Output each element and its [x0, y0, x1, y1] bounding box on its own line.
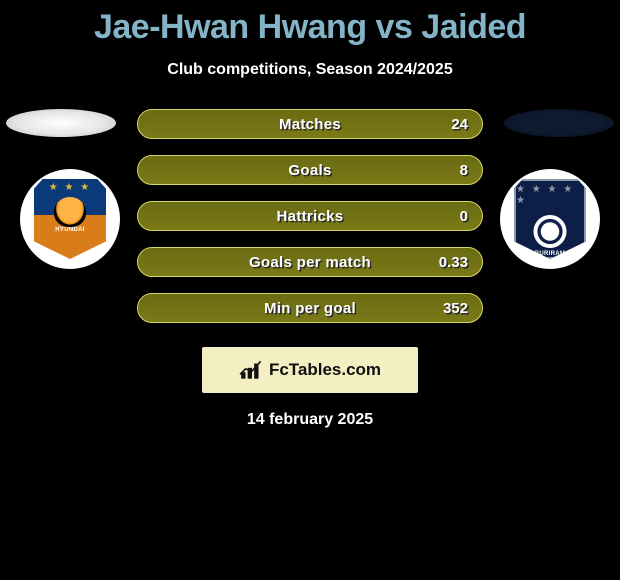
- spotlight-left: [6, 109, 116, 137]
- stat-row-goals-per-match: Goals per match 0.33: [137, 247, 483, 277]
- stat-row-hattricks: Hattricks 0: [137, 201, 483, 231]
- buriram-shield: ★ ★ ★ ★ ★ BURIRAM: [514, 179, 586, 259]
- comparison-date: 14 february 2025: [0, 411, 620, 429]
- stat-value: 24: [451, 116, 468, 133]
- subtitle: Club competitions, Season 2024/2025: [0, 61, 620, 79]
- club-ring-icon: [530, 212, 570, 251]
- stat-row-min-per-goal: Min per goal 352: [137, 293, 483, 323]
- stat-label: Matches: [138, 116, 482, 133]
- stat-label: Goals: [138, 162, 482, 179]
- crest-right-label-top: BURIRAM: [535, 251, 565, 257]
- stat-label: Hattricks: [138, 208, 482, 225]
- spotlight-right: [504, 109, 614, 137]
- stat-value: 0: [460, 208, 468, 225]
- brand-badge[interactable]: FcTables.com: [202, 347, 418, 393]
- stats-list: Matches 24 Goals 8 Hattricks 0 Goals per…: [137, 109, 483, 323]
- stat-label: Min per goal: [138, 300, 482, 317]
- stat-value: 352: [443, 300, 468, 317]
- page-title: Jae-Hwan Hwang vs Jaided: [0, 0, 620, 47]
- club-crest-right: ★ ★ ★ ★ ★ BURIRAM: [500, 169, 600, 269]
- tiger-icon: [54, 197, 86, 227]
- comparison-arena: ★ ★ ★ HYUNDAI ★ ★ ★ ★ ★ BURIRAM Matches …: [0, 109, 620, 323]
- stat-label: Goals per match: [138, 254, 482, 271]
- ulsan-shield: ★ ★ ★ HYUNDAI: [34, 179, 106, 259]
- stat-row-matches: Matches 24: [137, 109, 483, 139]
- bar-chart-icon: [239, 359, 265, 381]
- club-crest-left: ★ ★ ★ HYUNDAI: [20, 169, 120, 269]
- stars-icon: ★ ★ ★ ★ ★: [516, 184, 584, 206]
- crest-left-label: HYUNDAI: [55, 227, 84, 233]
- stat-value: 8: [460, 162, 468, 179]
- stat-value: 0.33: [439, 254, 468, 271]
- stat-row-goals: Goals 8: [137, 155, 483, 185]
- stars-icon: ★ ★ ★: [49, 182, 91, 193]
- brand-label: FcTables.com: [269, 360, 381, 380]
